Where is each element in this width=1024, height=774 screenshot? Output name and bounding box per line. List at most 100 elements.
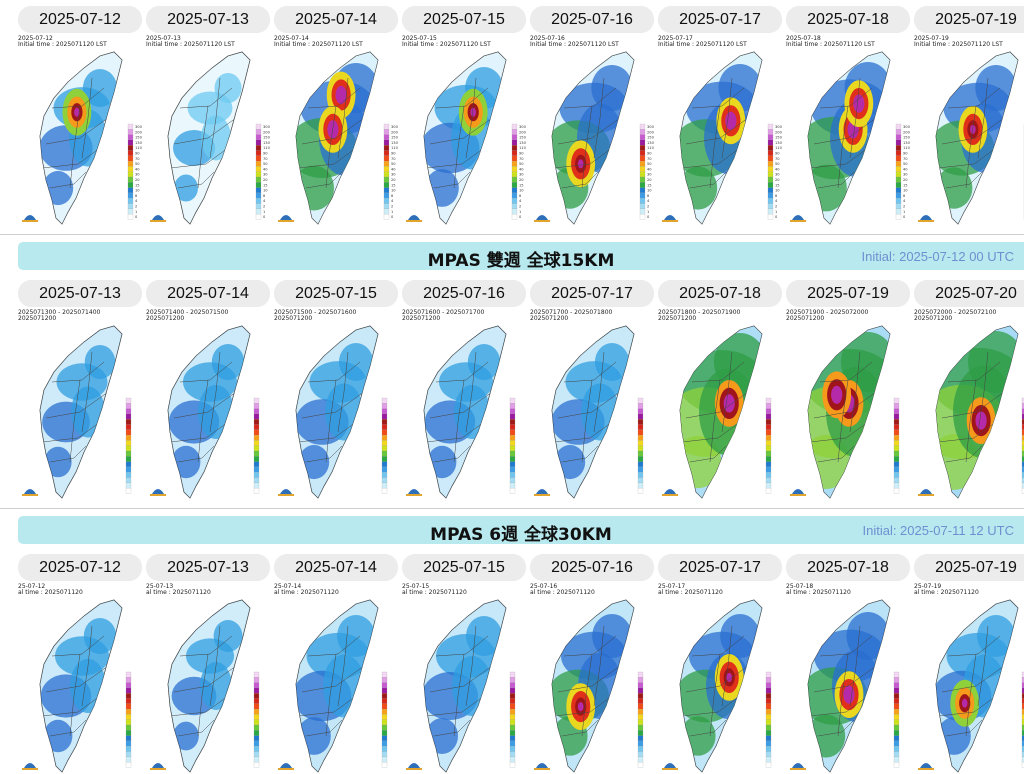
date-tab[interactable]: 2025-07-19 xyxy=(786,280,910,307)
forecast-map[interactable]: 3002001501301109070504030201510642102025… xyxy=(914,36,1024,226)
date-tab[interactable]: 2025-07-18 xyxy=(786,6,910,33)
date-tab[interactable]: 2025-07-19 xyxy=(914,554,1024,581)
date-tab[interactable]: 2025-07-14 xyxy=(274,6,398,33)
legend-tick-label: 90 xyxy=(519,152,524,156)
date-tab[interactable]: 2025-07-13 xyxy=(146,554,270,581)
legend-tick-label: 130 xyxy=(647,141,654,145)
forecast-map[interactable]: 2025072000 - 2025072100 2025071200 xyxy=(914,310,1024,500)
date-tab[interactable]: 2025-07-12 xyxy=(18,6,142,33)
forecast-tile[interactable]: 2025-07-16 25-07-16 al time : 2025071120 xyxy=(530,554,654,774)
forecast-tile[interactable]: 2025-07-15 300 200 150 130 110 90 70 50 40 30 20 15 1… xyxy=(402,6,526,228)
forecast-map[interactable]: 25-07-13 al time : 2025071120 xyxy=(146,584,270,774)
agency-logo xyxy=(150,763,166,770)
legend-tick-label: 20 xyxy=(903,178,908,182)
date-tab[interactable]: 2025-07-15 xyxy=(402,554,526,581)
date-tab[interactable]: 2025-07-15 xyxy=(274,280,398,307)
forecast-tile[interactable]: 2025-07-16 2025071600 - 2025071700 2025071… xyxy=(402,280,526,502)
forecast-map[interactable]: 2025071700 - 2025071800 2025071200 xyxy=(530,310,654,500)
legend-tick-label: 30 xyxy=(647,173,652,177)
date-tab[interactable]: 2025-07-13 xyxy=(146,6,270,33)
forecast-tile[interactable]: 2025-07-15 2025071500 - 2025071600 2025071… xyxy=(274,280,398,502)
forecast-tile[interactable]: 2025-07-19 25-07-19 al time : 2025071120 xyxy=(914,554,1024,774)
agency-logo xyxy=(406,763,422,770)
legend-tick-label: 150 xyxy=(775,136,782,140)
date-tab[interactable]: 2025-07-14 xyxy=(274,554,398,581)
forecast-tile[interactable]: 2025-07-20 2025072000 - 2025072100 2025071… xyxy=(914,280,1024,502)
forecast-tile[interactable]: 2025-07-13 2025071300 - 2025071400 2025071… xyxy=(18,280,142,502)
legend-tick-label: 4 xyxy=(263,199,266,203)
forecast-map[interactable]: 25-07-19 al time : 2025071120 xyxy=(914,584,1024,774)
forecast-tile[interactable]: 2025-07-13 300 200 150 130 110 90 70 50 40 30 20 15 1… xyxy=(146,6,270,228)
legend-tick-label: 30 xyxy=(775,173,780,177)
forecast-map[interactable]: 2025071400 - 2025071500 2025071200 xyxy=(146,310,270,500)
forecast-tile[interactable]: 2025-07-14 25-07-14 al time : 2025071120 xyxy=(274,554,398,774)
date-tab[interactable]: 2025-07-17 xyxy=(658,554,782,581)
forecast-tile[interactable]: 2025-07-14 300 200 150 130 110 90 70 50 40 30 20 15 1… xyxy=(274,6,398,228)
map-caption: 2025-07-16 Initial time : 2025071120 LST xyxy=(530,36,619,48)
forecast-tile[interactable]: 2025-07-12 300 200 150 130 110 90 70 50 40 30 20 15 1… xyxy=(18,6,142,228)
forecast-tile[interactable]: 2025-07-17 2025071700 - 2025071800 2025071… xyxy=(530,280,654,502)
date-tab[interactable]: 2025-07-16 xyxy=(530,554,654,581)
legend-tick-label: 1 xyxy=(263,210,265,214)
forecast-map[interactable]: 25-07-12 al time : 2025071120 xyxy=(18,584,142,774)
forecast-tile[interactable]: 2025-07-13 25-07-13 al time : 2025071120 xyxy=(146,554,270,774)
legend-tick-label: 15 xyxy=(135,183,140,187)
forecast-tile[interactable]: 2025-07-18 25-07-18 al time : 2025071120 xyxy=(786,554,910,774)
date-tab[interactable]: 2025-07-17 xyxy=(658,6,782,33)
forecast-tile[interactable]: 2025-07-12 25-07-12 al time : 2025071120 xyxy=(18,554,142,774)
agency-logo xyxy=(406,489,422,496)
forecast-tile[interactable]: 2025-07-19 300200150130110907050403020151… xyxy=(914,6,1024,228)
rainfall-map-image xyxy=(534,599,644,773)
forecast-tile[interactable]: 2025-07-14 2025071400 - 2025071500 2025071… xyxy=(146,280,270,502)
map-caption-init: Initial time : 2025071120 LST xyxy=(914,41,1003,48)
forecast-map[interactable]: 2025071800 - 2025071900 2025071200 xyxy=(658,310,782,500)
date-tab[interactable]: 2025-07-18 xyxy=(658,280,782,307)
date-tab[interactable]: 2025-07-12 xyxy=(18,554,142,581)
forecast-map[interactable]: 25-07-17 al time : 2025071120 xyxy=(658,584,782,774)
forecast-tile[interactable]: 2025-07-15 25-07-15 al time : 2025071120 xyxy=(402,554,526,774)
forecast-tile[interactable]: 2025-07-18 2025071800 - 2025071900 2025071… xyxy=(658,280,782,502)
forecast-map[interactable]: 25-07-14 al time : 2025071120 xyxy=(274,584,398,774)
forecast-map[interactable]: 25-07-16 al time : 2025071120 xyxy=(530,584,654,774)
forecast-tile[interactable]: 2025-07-19 2025071900 - 2025072000 2025071… xyxy=(786,280,910,502)
forecast-map[interactable]: 2025071900 - 2025072000 2025071200 xyxy=(786,310,910,500)
date-tab[interactable]: 2025-07-14 xyxy=(146,280,270,307)
rainfall-map-image xyxy=(918,599,1024,773)
forecast-tile[interactable]: 2025-07-18 300 200 150 130 110 90 70 50 40 30 20 15 1… xyxy=(786,6,910,228)
legend-tick-label: 200 xyxy=(647,130,654,134)
date-tab[interactable]: 2025-07-18 xyxy=(786,554,910,581)
map-caption-date: 25-07-13 xyxy=(146,583,174,590)
forecast-tile[interactable]: 2025-07-16 300 200 150 130 110 90 70 50 40 30 20 15 1… xyxy=(530,6,654,228)
forecast-map[interactable]: 25-07-18 al time : 2025071120 xyxy=(786,584,910,774)
forecast-tile[interactable]: 2025-07-17 25-07-17 al time : 2025071120 xyxy=(658,554,782,774)
forecast-map[interactable]: 25-07-15 al time : 2025071120 xyxy=(402,584,526,774)
legend-tick-label: 20 xyxy=(391,178,396,182)
forecast-map[interactable]: 2025071600 - 2025071700 2025071200 xyxy=(402,310,526,500)
forecast-map[interactable]: 2025071500 - 2025071600 2025071200 xyxy=(274,310,398,500)
date-tab[interactable]: 2025-07-19 xyxy=(914,6,1024,33)
legend-tick-label: 10 xyxy=(519,189,524,193)
legend-tick-label: 1 xyxy=(903,210,905,214)
date-tab[interactable]: 2025-07-13 xyxy=(18,280,142,307)
forecast-tile[interactable]: 2025-07-17 300 200 150 130 110 90 70 50 40 30 20 15 1… xyxy=(658,6,782,228)
date-tab[interactable]: 2025-07-20 xyxy=(914,280,1024,307)
map-caption-date: 25-07-18 xyxy=(786,583,814,590)
forecast-map[interactable]: 2025071300 - 2025071400 2025071200 xyxy=(18,310,142,500)
map-caption-date: 2025-07-14 xyxy=(274,35,309,42)
map-caption: 2025071700 - 2025071800 2025071200 xyxy=(530,310,612,322)
date-tab[interactable]: 2025-07-17 xyxy=(530,280,654,307)
date-tab[interactable]: 2025-07-16 xyxy=(530,6,654,33)
rainfall-legend xyxy=(637,397,644,494)
date-tab[interactable]: 2025-07-16 xyxy=(402,280,526,307)
legend-tick-label: 30 xyxy=(135,173,140,177)
map-caption: 2025071900 - 2025072000 2025071200 xyxy=(786,310,868,322)
date-tab[interactable]: 2025-07-15 xyxy=(402,6,526,33)
